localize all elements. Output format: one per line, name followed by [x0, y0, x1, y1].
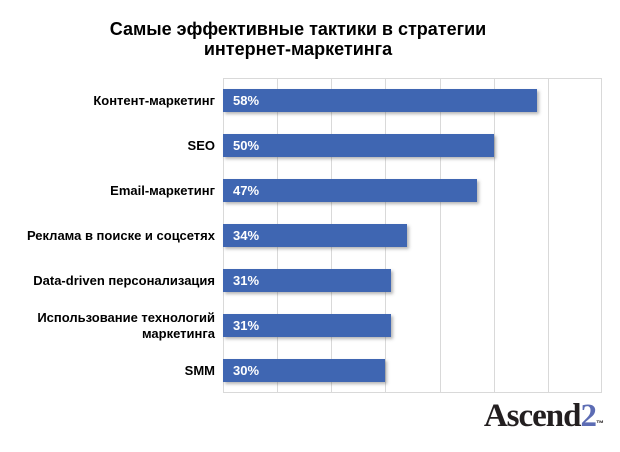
bar: 34% [223, 224, 408, 247]
bar-value-label: 50% [233, 138, 260, 153]
bar: 31% [223, 314, 391, 337]
chart-title: Самые эффективные тактики в стратегии ин… [109, 19, 487, 59]
category-label: Реклама в поиске и соцсетях [26, 227, 215, 243]
bar-track: 34% [223, 224, 602, 247]
chart-row: Контент-маркетинг 58% [0, 78, 620, 123]
logo-text-accent: 2 [580, 398, 597, 434]
bar-track: 47% [223, 179, 602, 202]
category-label: SMM [184, 362, 215, 378]
category-label: Контент-маркетинг [93, 92, 215, 108]
bar: 47% [223, 179, 478, 202]
category-label: Email-маркетинг [110, 182, 215, 198]
bar-value-label: 31% [233, 318, 260, 333]
chart-row: Использование технологий маркетинга 31% [0, 303, 620, 348]
bar-value-label: 30% [233, 363, 260, 378]
bar-track: 30% [223, 359, 602, 382]
bar: 31% [223, 269, 391, 292]
gridline [493, 79, 495, 392]
ascend2-logo: Ascend2™ [484, 398, 604, 442]
gridline [547, 79, 549, 392]
category-label: Использование технологий маркетинга [37, 309, 215, 341]
bar: 50% [223, 134, 494, 157]
chart-row: Data-driven персонализация 31% [0, 258, 620, 303]
gridline [439, 79, 441, 392]
chart-row: Реклама в поиске и соцсетях 34% [0, 213, 620, 258]
bar: 58% [223, 89, 538, 112]
bar-chart: Контент-маркетинг 58% SEO 50% Email-маркетин… [0, 78, 620, 393]
chart-rows: Контент-маркетинг 58% SEO 50% Email-маркетин… [0, 78, 620, 393]
bar-value-label: 31% [233, 273, 260, 288]
category-label: Data-driven персонализация [33, 272, 215, 288]
chart-row: Email-маркетинг 47% [0, 168, 620, 213]
bar-value-label: 34% [233, 228, 260, 243]
chart-row: SEO 50% [0, 123, 620, 168]
bar-value-label: 58% [233, 93, 260, 108]
bar-track: 50% [223, 134, 602, 157]
gridline [601, 79, 602, 392]
logo-text-main: Ascend [483, 398, 582, 434]
chart-row: SMM 30% [0, 348, 620, 393]
bar-track: 31% [223, 269, 602, 292]
category-label: SEO [187, 137, 215, 153]
logo-trademark: ™ [596, 419, 604, 428]
bar-track: 58% [223, 89, 602, 112]
bar-track: 31% [223, 314, 602, 337]
bar: 30% [223, 359, 386, 382]
bar-value-label: 47% [233, 183, 260, 198]
